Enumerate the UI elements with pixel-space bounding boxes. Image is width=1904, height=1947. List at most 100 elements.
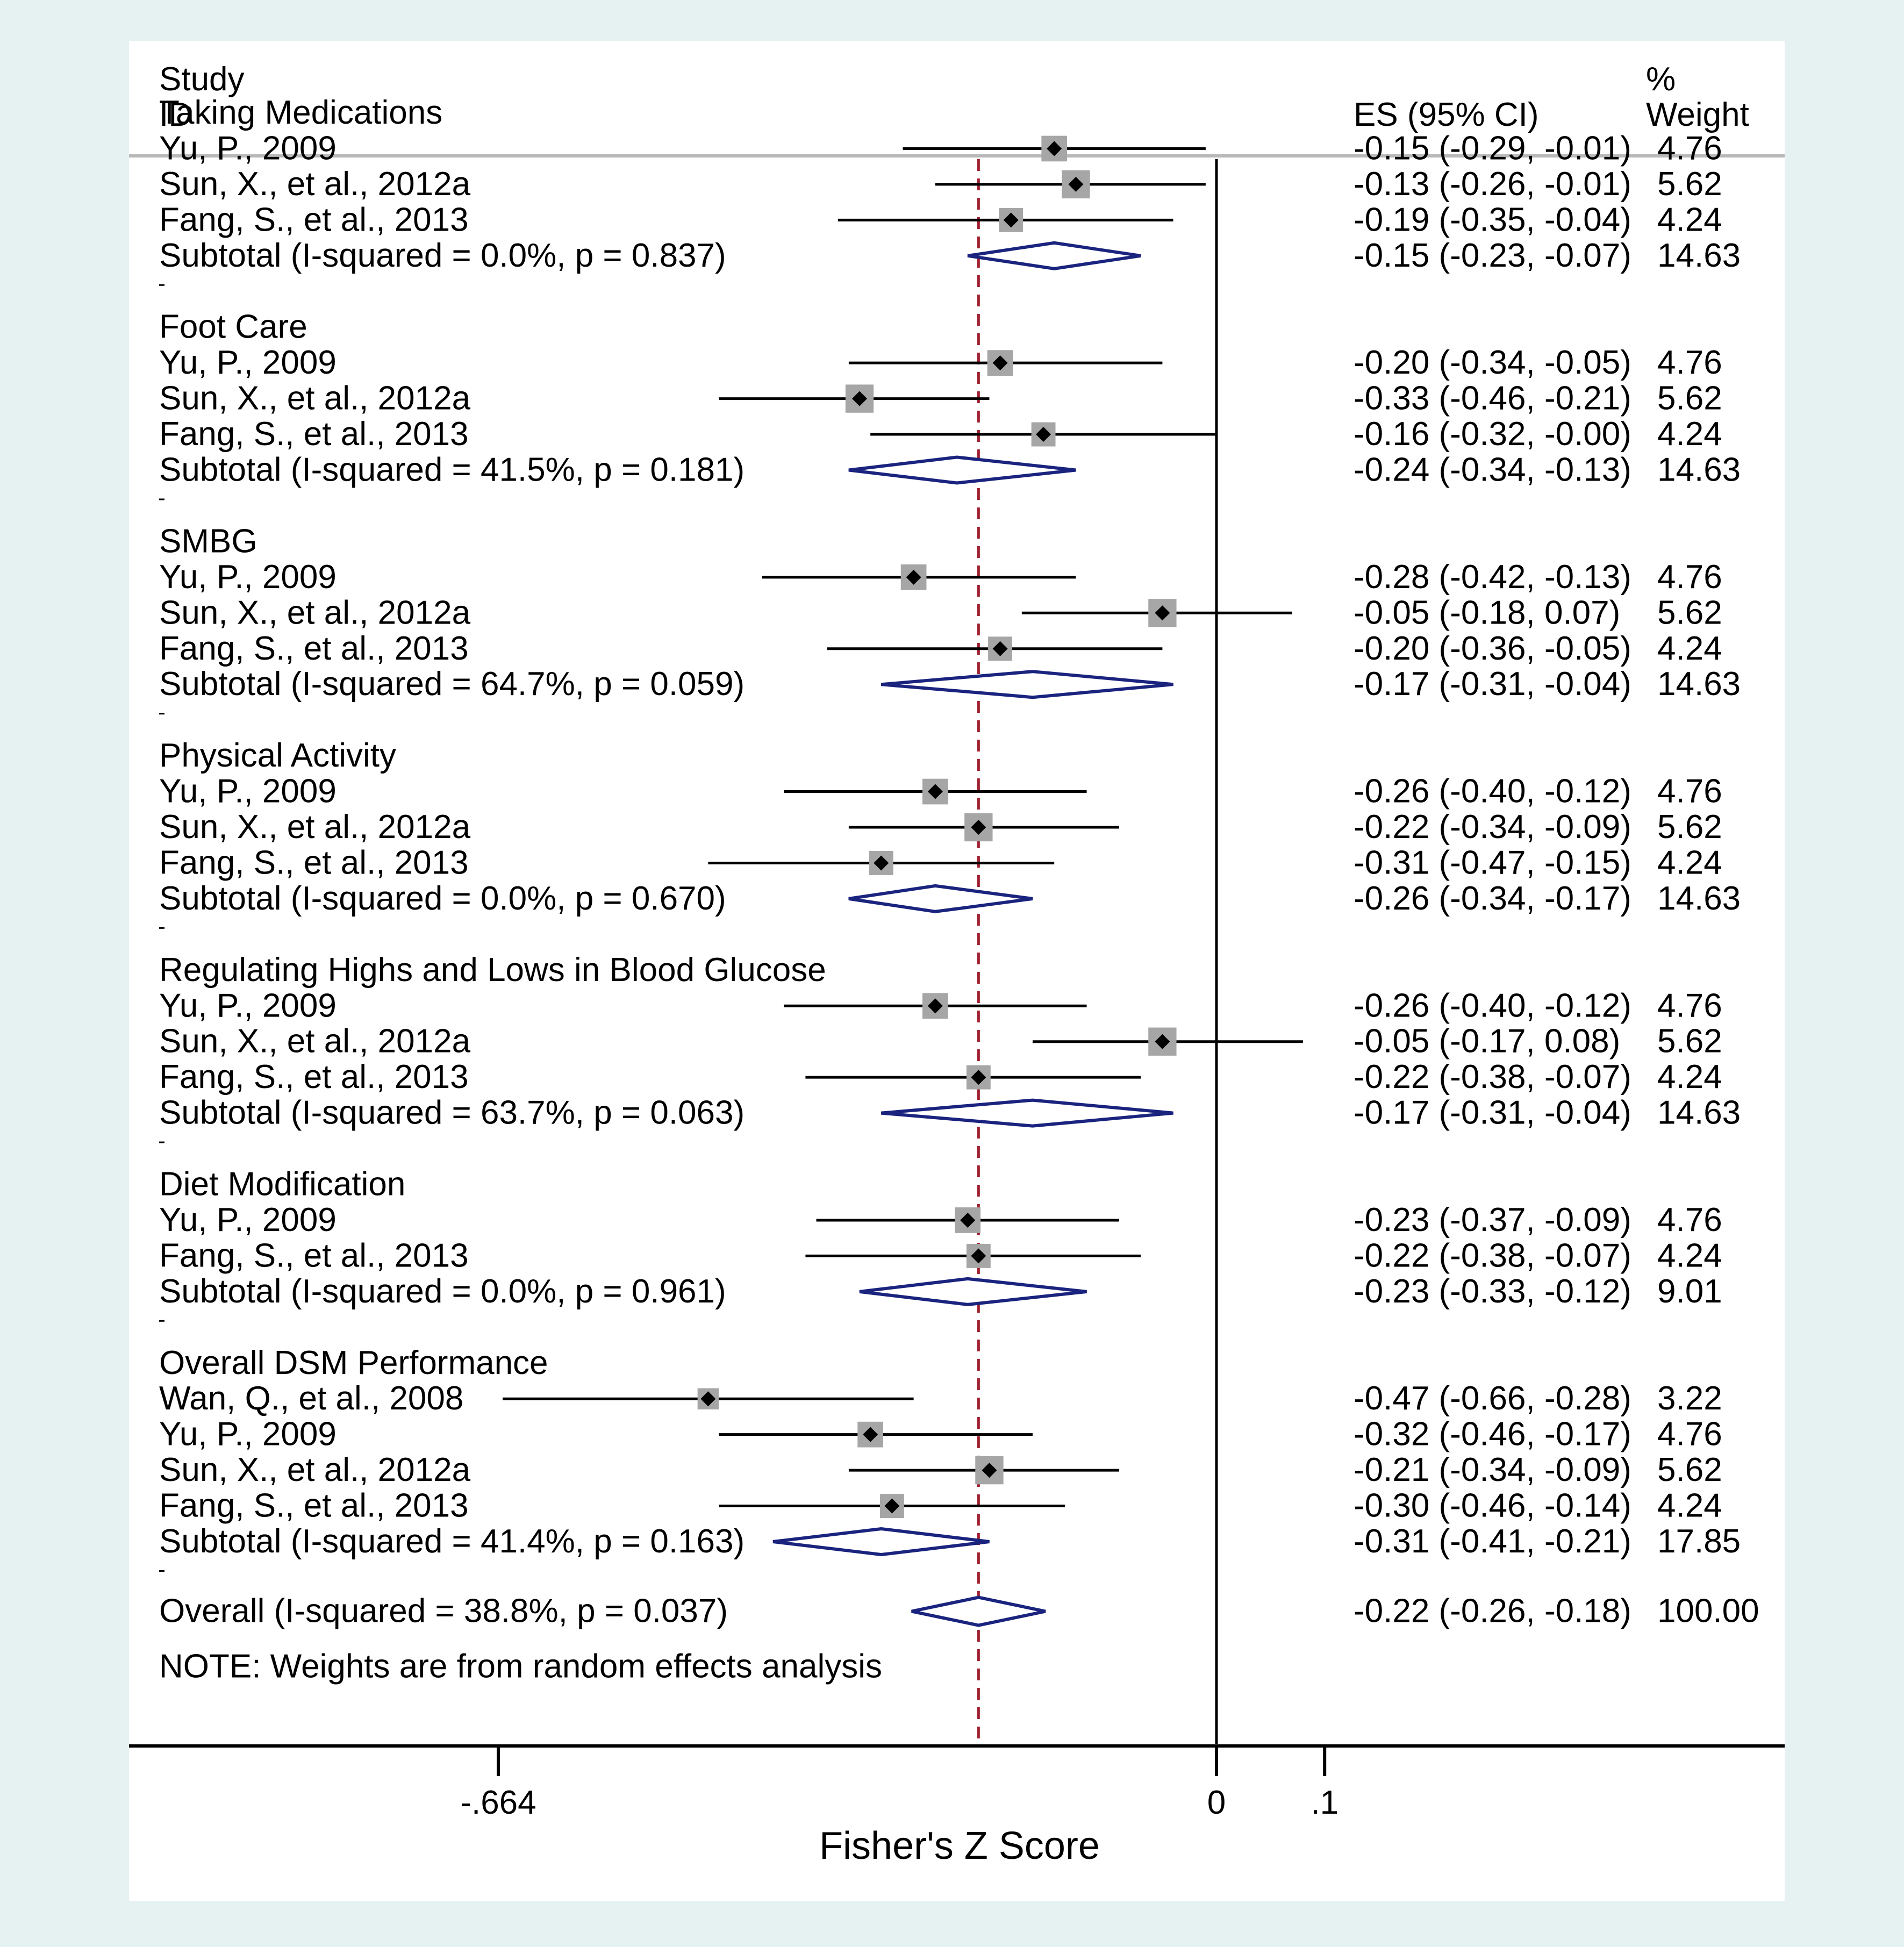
weight-value: 5.62 — [1657, 594, 1722, 631]
subtotal-label: Subtotal (I-squared = 0.0%, p = 0.670) — [159, 880, 726, 917]
subtotal-diamond — [848, 884, 1033, 913]
weight-value: 14.63 — [1657, 665, 1741, 703]
study-label: Sun, X., et al., 2012a — [159, 380, 471, 417]
es-ci-value: -0.28 (-0.42, -0.13) — [1354, 559, 1631, 596]
study-label: Yu, P., 2009 — [159, 773, 337, 810]
es-ci-value: -0.47 (-0.66, -0.28) — [1354, 1380, 1631, 1417]
header-percent: % — [1646, 61, 1676, 98]
subtotal-label: Subtotal (I-squared = 0.0%, p = 0.837) — [159, 237, 726, 274]
weight-value: 4.76 — [1657, 773, 1722, 810]
weight-value: 4.76 — [1657, 1416, 1722, 1453]
subtotal-diamond — [859, 1277, 1087, 1306]
study-label: Fang, S., et al., 2013 — [159, 844, 469, 881]
point-estimate — [852, 391, 868, 406]
es-ci-value: -0.23 (-0.33, -0.12) — [1354, 1273, 1631, 1310]
subtotal-label: Subtotal (I-squared = 41.4%, p = 0.163) — [159, 1523, 745, 1560]
header-es-ci: ES (95% CI) — [1354, 96, 1539, 133]
group-label: Foot Care — [159, 309, 307, 346]
study-label: Yu, P., 2009 — [159, 130, 337, 167]
weight-value: 4.24 — [1657, 416, 1722, 453]
weight-value: 5.62 — [1657, 1451, 1722, 1488]
header-weight: Weight — [1646, 96, 1749, 133]
es-ci-value: -0.23 (-0.37, -0.09) — [1354, 1201, 1631, 1239]
point-estimate — [906, 569, 921, 585]
es-ci-value: -0.20 (-0.34, -0.05) — [1354, 344, 1631, 381]
x-axis-title: Fisher's Z Score — [819, 1824, 1100, 1867]
es-ci-value: -0.15 (-0.23, -0.07) — [1354, 237, 1631, 274]
es-ci-value: -0.32 (-0.46, -0.17) — [1354, 1416, 1631, 1453]
subtotal-diamond — [848, 455, 1076, 485]
overall-diamond — [911, 1595, 1046, 1627]
es-ci-value: -0.22 (-0.38, -0.07) — [1354, 1058, 1631, 1096]
group-label: Overall DSM Performance — [159, 1344, 548, 1381]
weight-value: 4.24 — [1657, 201, 1722, 238]
subtotal-label: Subtotal (I-squared = 63.7%, p = 0.063) — [159, 1094, 745, 1132]
study-label: Yu, P., 2009 — [159, 987, 337, 1024]
point-estimate — [874, 855, 889, 871]
subtotal-diamond — [967, 241, 1141, 270]
point-estimate — [1047, 141, 1062, 156]
x-tick-label: -.664 — [460, 1784, 536, 1821]
weight-value: 14.63 — [1657, 452, 1741, 489]
point-estimate — [971, 820, 986, 835]
group-label: Taking Medications — [159, 94, 442, 131]
es-ci-value: -0.21 (-0.34, -0.09) — [1354, 1451, 1631, 1488]
es-ci-value: -0.31 (-0.41, -0.21) — [1354, 1523, 1631, 1560]
study-label: Sun, X., et al., 2012a — [159, 594, 471, 631]
study-label: Fang, S., et al., 2013 — [159, 1058, 469, 1096]
weight-value: 4.76 — [1657, 344, 1722, 381]
plot-panel — [129, 41, 1785, 1901]
study-label: Fang, S., et al., 2013 — [159, 630, 469, 667]
point-estimate — [992, 355, 1008, 371]
study-label: Yu, P., 2009 — [159, 344, 337, 381]
subtotal-label: Subtotal (I-squared = 41.5%, p = 0.181) — [159, 452, 745, 489]
weight-value: 4.24 — [1657, 630, 1722, 667]
study-label: Fang, S., et al., 2013 — [159, 416, 469, 453]
weight-value: 4.24 — [1657, 1487, 1722, 1524]
point-estimate — [1036, 427, 1051, 442]
point-estimate — [982, 1463, 997, 1478]
study-label: Sun, X., et al., 2012a — [159, 166, 471, 203]
point-estimate — [992, 641, 1008, 656]
point-estimate — [1003, 212, 1019, 228]
weight-value: 4.76 — [1657, 130, 1722, 167]
es-ci-value: -0.05 (-0.17, 0.08) — [1354, 1023, 1620, 1060]
point-estimate — [971, 1070, 986, 1085]
es-ci-value: -0.17 (-0.31, -0.04) — [1354, 1094, 1631, 1132]
es-ci-value: -0.17 (-0.31, -0.04) — [1354, 665, 1631, 703]
study-label: Fang, S., et al., 2013 — [159, 1237, 469, 1274]
weight-value: 9.01 — [1657, 1273, 1722, 1310]
es-ci-value: -0.13 (-0.26, -0.01) — [1354, 166, 1631, 203]
study-label: Yu, P., 2009 — [159, 559, 337, 596]
overall-label: Overall (I-squared = 38.8%, p = 0.037) — [159, 1593, 728, 1630]
note-text: NOTE: Weights are from random effects an… — [159, 1648, 882, 1685]
study-label: Fang, S., et al., 2013 — [159, 201, 469, 238]
study-label: Sun, X., et al., 2012a — [159, 808, 471, 846]
weight-value: 5.62 — [1657, 380, 1722, 417]
weight-value: 5.62 — [1657, 808, 1722, 846]
weight-value: 4.76 — [1657, 559, 1722, 596]
study-label: Fang, S., et al., 2013 — [159, 1487, 469, 1524]
weight-value: 4.24 — [1657, 1237, 1722, 1274]
x-tick-label: 0 — [1207, 1784, 1226, 1821]
es-ci-value: -0.30 (-0.46, -0.14) — [1354, 1487, 1631, 1524]
es-ci-value: -0.15 (-0.29, -0.01) — [1354, 130, 1631, 167]
es-ci-value: -0.20 (-0.36, -0.05) — [1354, 630, 1631, 667]
es-ci-value: -0.19 (-0.35, -0.04) — [1354, 201, 1631, 238]
subtotal-diamond — [772, 1527, 990, 1557]
overall-weight: 100.00 — [1657, 1593, 1759, 1630]
weight-value: 4.76 — [1657, 1201, 1722, 1239]
weight-value: 4.24 — [1657, 1058, 1722, 1096]
weight-value: 5.62 — [1657, 166, 1722, 203]
weight-value: 3.22 — [1657, 1380, 1722, 1417]
overall-es-ci: -0.22 (-0.26, -0.18) — [1354, 1593, 1631, 1630]
weight-value: 14.63 — [1657, 1094, 1741, 1132]
study-label: Sun, X., et al., 2012a — [159, 1023, 471, 1060]
weight-value: 17.85 — [1657, 1523, 1741, 1560]
weight-value: 14.63 — [1657, 237, 1741, 274]
point-estimate — [971, 1248, 986, 1264]
header-study: Study — [159, 61, 245, 98]
weight-value: 4.24 — [1657, 844, 1722, 881]
x-tick-label: .1 — [1311, 1784, 1338, 1821]
